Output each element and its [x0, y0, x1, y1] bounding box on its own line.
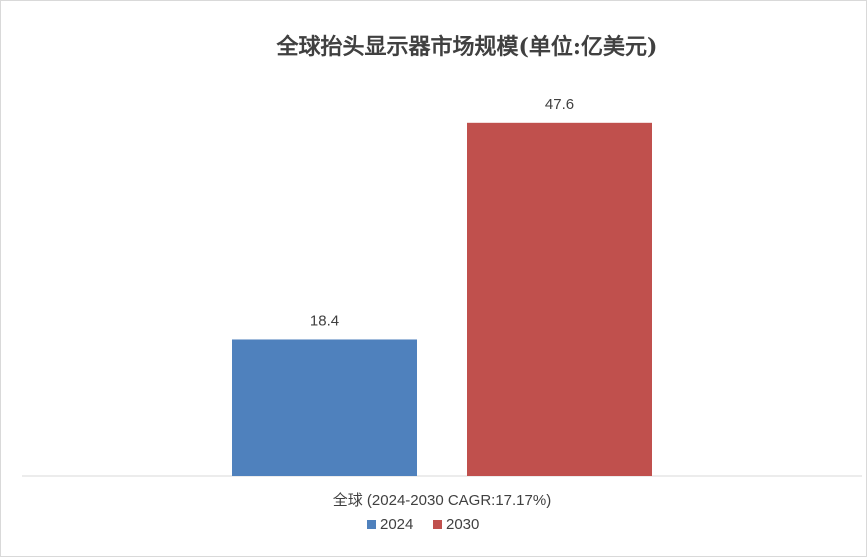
legend-swatch [367, 520, 376, 529]
bar [467, 122, 652, 477]
legend-label: 2024 [380, 516, 413, 533]
bar [232, 339, 417, 476]
data-label: 47.6 [545, 96, 574, 113]
legend-swatch [433, 520, 442, 529]
legend-label: 2030 [446, 516, 479, 533]
data-label: 18.4 [310, 312, 339, 329]
x-tick-label: 全球 (2024-2030 CAGR:17.17%) [333, 491, 551, 509]
chart-title: 全球抬头显示器市场规模(单位:亿美元) [276, 34, 658, 60]
